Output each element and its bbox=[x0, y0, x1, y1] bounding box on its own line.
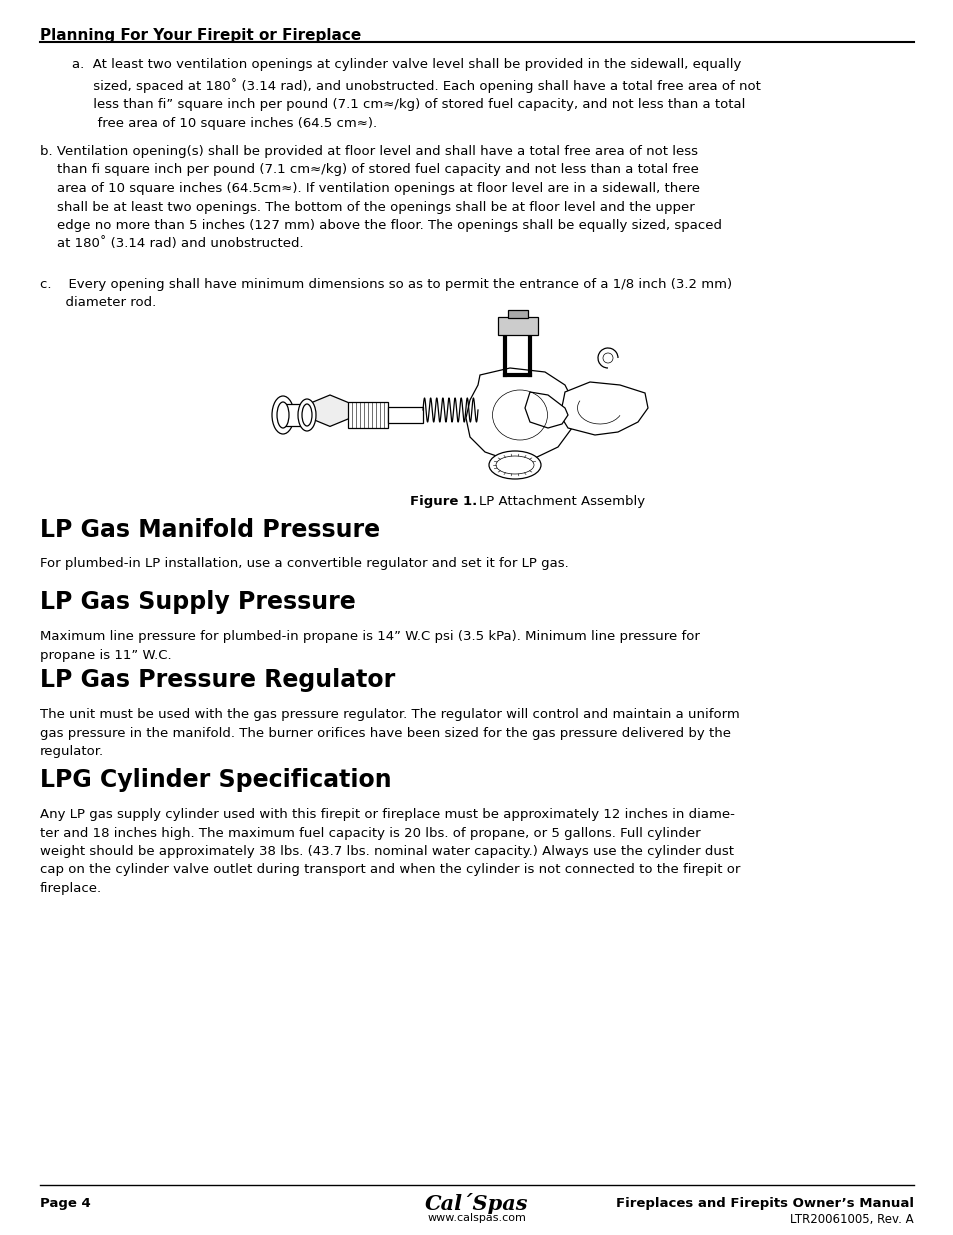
Text: LP Gas Pressure Regulator: LP Gas Pressure Regulator bbox=[40, 668, 395, 692]
Text: c.    Every opening shall have minimum dimensions so as to permit the entrance o: c. Every opening shall have minimum dime… bbox=[40, 278, 731, 310]
Polygon shape bbox=[465, 368, 575, 459]
Text: LP Attachment Assembly: LP Attachment Assembly bbox=[478, 495, 644, 508]
Ellipse shape bbox=[489, 451, 540, 479]
Text: www.calspas.com: www.calspas.com bbox=[427, 1213, 526, 1223]
Text: Any LP gas supply cylinder used with this firepit or fireplace must be approxima: Any LP gas supply cylinder used with thi… bbox=[40, 808, 740, 895]
Text: b. Ventilation opening(s) shall be provided at floor level and shall have a tota: b. Ventilation opening(s) shall be provi… bbox=[40, 144, 721, 251]
Text: LTR20061005, Rev. A: LTR20061005, Rev. A bbox=[789, 1213, 913, 1226]
Text: Cal´Spas: Cal´Spas bbox=[425, 1193, 528, 1214]
Text: Fireplaces and Firepits Owner’s Manual: Fireplaces and Firepits Owner’s Manual bbox=[616, 1197, 913, 1210]
Ellipse shape bbox=[302, 404, 312, 426]
Text: Planning For Your Firepit or Fireplace: Planning For Your Firepit or Fireplace bbox=[40, 28, 361, 43]
Text: Maximum line pressure for plumbed-in propane is 14” W.C psi (3.5 kPa). Minimum l: Maximum line pressure for plumbed-in pro… bbox=[40, 630, 700, 662]
Ellipse shape bbox=[297, 399, 315, 431]
Ellipse shape bbox=[276, 403, 289, 429]
Ellipse shape bbox=[272, 396, 294, 433]
Ellipse shape bbox=[496, 456, 534, 474]
Bar bbox=[497, 317, 537, 335]
Text: a.  At least two ventilation openings at cylinder valve level shall be provided : a. At least two ventilation openings at … bbox=[71, 58, 760, 130]
Text: The unit must be used with the gas pressure regulator. The regulator will contro: The unit must be used with the gas press… bbox=[40, 708, 739, 758]
Bar bbox=[388, 408, 422, 424]
Bar bbox=[348, 403, 388, 429]
Text: For plumbed-in LP installation, use a convertible regulator and set it for LP ga: For plumbed-in LP installation, use a co… bbox=[40, 557, 568, 571]
Text: Page 4: Page 4 bbox=[40, 1197, 91, 1210]
Text: Figure 1.: Figure 1. bbox=[410, 495, 476, 508]
Text: LPG Cylinder Specification: LPG Cylinder Specification bbox=[40, 768, 392, 792]
Text: LP Gas Supply Pressure: LP Gas Supply Pressure bbox=[40, 590, 355, 614]
Bar bbox=[283, 404, 305, 426]
Polygon shape bbox=[524, 391, 567, 429]
Bar bbox=[507, 310, 527, 317]
Polygon shape bbox=[311, 395, 349, 426]
Polygon shape bbox=[559, 382, 647, 435]
Text: LP Gas Manifold Pressure: LP Gas Manifold Pressure bbox=[40, 517, 379, 542]
